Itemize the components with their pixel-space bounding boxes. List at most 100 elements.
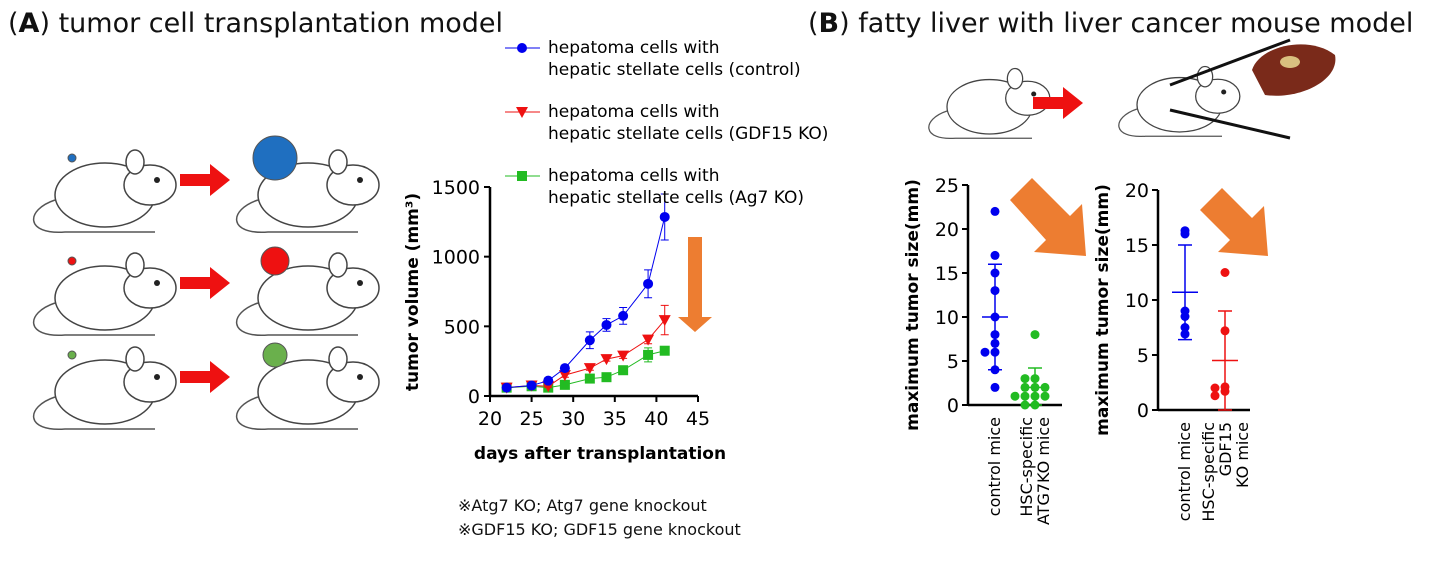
y-tick-label: 10	[1125, 290, 1149, 312]
mouse-before	[33, 149, 177, 233]
mouse-ear	[125, 252, 145, 278]
mouse-tail	[33, 199, 155, 233]
mouse-b-2	[1118, 65, 1241, 137]
data-point	[1020, 391, 1030, 401]
data-point	[526, 380, 537, 391]
mouse-ear	[1006, 67, 1024, 90]
liver-tumor	[1280, 56, 1300, 68]
data-point	[643, 278, 654, 289]
data-point	[543, 375, 554, 386]
mouse-tail	[236, 396, 358, 430]
incision-line	[1169, 38, 1291, 87]
data-point	[1030, 330, 1040, 340]
orange-diagonal-arrow-2	[1200, 188, 1268, 256]
y-tick-label: 15	[935, 263, 959, 285]
data-point	[1180, 226, 1190, 236]
data-point	[1040, 391, 1050, 401]
mouse-after	[236, 346, 380, 430]
data-point	[1030, 382, 1040, 392]
data-point	[618, 365, 629, 376]
mouse-ear	[328, 149, 348, 175]
red-arrow-b	[1033, 87, 1083, 119]
y-tick-label: 1000	[432, 247, 480, 269]
data-point	[658, 315, 671, 327]
x-tick-label: 20	[478, 408, 502, 430]
mouse-head	[123, 361, 177, 403]
x-tick-label: 30	[561, 408, 585, 430]
note-atg7: ※Atg7 KO; Atg7 gene knockout	[458, 496, 707, 515]
data-point	[1010, 391, 1020, 401]
mouse-after	[236, 252, 380, 336]
data-point	[1030, 400, 1040, 410]
data-point	[1210, 391, 1220, 401]
data-point	[1020, 400, 1030, 410]
note-gdf15: ※GDF15 KO; GDF15 gene knockout	[458, 520, 741, 539]
mouse-eye	[357, 374, 363, 380]
mean-sd-bar	[1172, 244, 1198, 341]
data-point	[584, 335, 595, 346]
legend-label: hepatic stellate cells (GDF15 KO)	[548, 124, 828, 144]
legend-label: hepatoma cells with	[548, 166, 719, 186]
data-point	[558, 370, 571, 382]
data-point	[1020, 374, 1030, 384]
data-point	[990, 268, 1000, 278]
small-tumor-0	[67, 153, 77, 163]
mouse-head	[123, 164, 177, 206]
mouse-ear	[125, 346, 145, 372]
data-point	[1180, 329, 1190, 339]
data-point	[990, 347, 1000, 357]
mouse-eye	[357, 177, 363, 183]
mouse-before	[33, 252, 177, 336]
data-point	[617, 350, 630, 362]
data-point	[559, 379, 570, 390]
legend-marker	[517, 43, 527, 53]
data-point	[1020, 382, 1030, 392]
data-point	[601, 319, 612, 330]
x-tick-label: 25	[520, 408, 544, 430]
mouse-before	[33, 346, 177, 430]
x-tick-label: 40	[644, 408, 668, 430]
y-tick-label: 5	[1137, 345, 1149, 367]
mouse-tail	[1118, 108, 1223, 137]
small-tumor-2	[67, 350, 77, 360]
orange-down-arrow	[678, 237, 712, 332]
panel-a-title: (A) tumor cell transplantation model	[8, 8, 504, 39]
data-point	[990, 382, 1000, 392]
data-point	[1030, 374, 1040, 384]
mouse-ear	[328, 252, 348, 278]
data-point	[1030, 391, 1040, 401]
data-point	[584, 373, 595, 384]
data-point	[642, 334, 655, 346]
mouse-head	[326, 361, 380, 403]
red-arrow	[180, 267, 230, 299]
data-point	[980, 347, 990, 357]
y-tick-label: 0	[947, 395, 959, 417]
x-tick-label: 45	[686, 408, 710, 430]
mouse-tail	[33, 302, 155, 336]
mouse-eye	[357, 280, 363, 286]
mouse-eye	[154, 280, 160, 286]
mouse-tail	[236, 199, 358, 233]
mouse-eye	[1221, 89, 1227, 95]
large-tumor-1	[260, 246, 290, 276]
y-tick-label: 15	[1125, 235, 1149, 257]
x-tick-label: 35	[603, 408, 627, 430]
category-label: control mice	[985, 417, 1004, 516]
data-point	[601, 372, 612, 383]
y-tick-label: 500	[444, 316, 480, 338]
data-point	[990, 338, 1000, 348]
mouse-ear	[328, 346, 348, 372]
mouse-tail	[236, 302, 358, 336]
data-point	[559, 363, 570, 374]
category-label: KO mice	[1233, 422, 1252, 488]
data-point	[990, 330, 1000, 340]
y-tick-label: 0	[468, 386, 480, 408]
mouse-tail	[928, 110, 1033, 139]
y-tick-label: 5	[947, 351, 959, 373]
category-label: ATG7KO mice	[1034, 417, 1053, 525]
y-axis-label: maximum tumor size(mm)	[1093, 184, 1113, 436]
y-tick-label: 10	[935, 307, 959, 329]
mouse-head	[1195, 78, 1241, 114]
panel-b-title: (B) fatty liver with liver cancer mouse …	[808, 8, 1414, 39]
